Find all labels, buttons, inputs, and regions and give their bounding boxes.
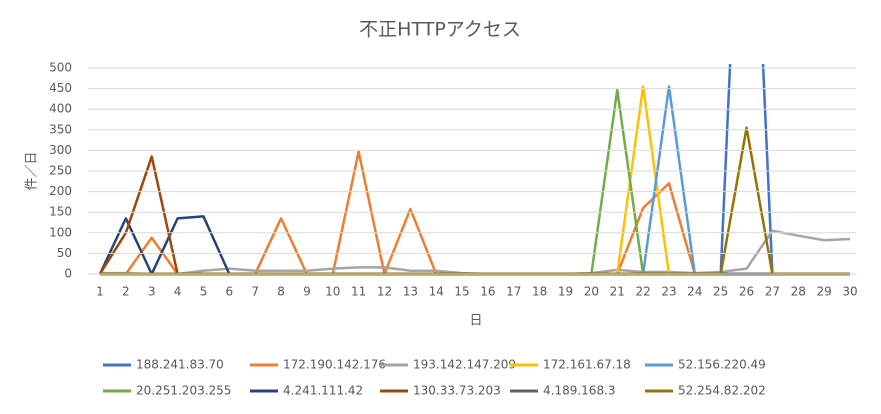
x-tick-label: 3 <box>148 285 156 299</box>
y-tick-label: 150 <box>49 205 72 219</box>
x-tick-label: 28 <box>791 285 806 299</box>
y-tick-label: 300 <box>49 143 72 157</box>
x-tick-label: 14 <box>429 285 444 299</box>
x-tick-label: 19 <box>558 285 573 299</box>
x-tick-label: 23 <box>661 285 676 299</box>
legend-label: 193.142.147.209 <box>413 358 516 372</box>
x-tick-label: 8 <box>277 285 285 299</box>
x-tick-label: 6 <box>225 285 233 299</box>
x-tick-label: 15 <box>454 285 469 299</box>
y-tick-label: 250 <box>49 164 72 178</box>
x-tick-label: 1 <box>96 285 104 299</box>
y-tick-label: 400 <box>49 102 72 116</box>
y-tick-label: 50 <box>57 246 72 260</box>
x-tick-label: 7 <box>251 285 259 299</box>
legend-label: 52.156.220.49 <box>678 358 766 372</box>
x-tick-label: 2 <box>122 285 130 299</box>
x-tick-label: 20 <box>584 285 599 299</box>
x-tick-label: 18 <box>532 285 547 299</box>
x-tick-label: 17 <box>506 285 521 299</box>
legend-label: 172.190.142.176 <box>283 358 386 372</box>
x-tick-label: 9 <box>303 285 311 299</box>
line <box>100 150 850 276</box>
x-tick-label: 25 <box>713 285 728 299</box>
y-tick-label: 450 <box>49 81 72 95</box>
y-tick-label: 0 <box>64 267 72 281</box>
x-axis-label: 日 <box>469 314 482 329</box>
y-tick-label: 350 <box>49 122 72 136</box>
legend-label: 4.241.111.42 <box>283 384 363 398</box>
x-tick-label: 12 <box>377 285 392 299</box>
legend-label: 188.241.83.70 <box>136 358 224 372</box>
y-tick-label: 500 <box>49 61 72 75</box>
x-tick-label: 29 <box>816 285 831 299</box>
x-tick-label: 27 <box>765 285 780 299</box>
x-tick-label: 13 <box>403 285 418 299</box>
y-tick-label: 100 <box>49 225 72 239</box>
x-tick-label: 24 <box>687 285 702 299</box>
x-tick-label: 11 <box>351 285 366 299</box>
x-tick-label: 30 <box>842 285 857 299</box>
x-tick-label: 5 <box>200 285 208 299</box>
legend-label: 52.254.82.202 <box>678 384 766 398</box>
x-tick-label: 10 <box>325 285 340 299</box>
legend-label: 4.189.168.3 <box>543 384 616 398</box>
chart-title: 不正HTTPアクセス <box>359 19 521 41</box>
legend-label: 20.251.203.255 <box>136 384 231 398</box>
legend-label: 172.161.67.18 <box>543 358 631 372</box>
y-axis-label: 件／日 <box>25 151 40 190</box>
x-tick-label: 26 <box>739 285 754 299</box>
legend-label: 130.33.73.203 <box>413 384 501 398</box>
line <box>100 126 850 276</box>
line <box>98 215 850 276</box>
y-tick-label: 200 <box>49 184 72 198</box>
x-tick-label: 21 <box>610 285 625 299</box>
x-tick-label: 22 <box>635 285 650 299</box>
x-tick-label: 16 <box>480 285 495 299</box>
x-tick-label: 4 <box>174 285 182 299</box>
